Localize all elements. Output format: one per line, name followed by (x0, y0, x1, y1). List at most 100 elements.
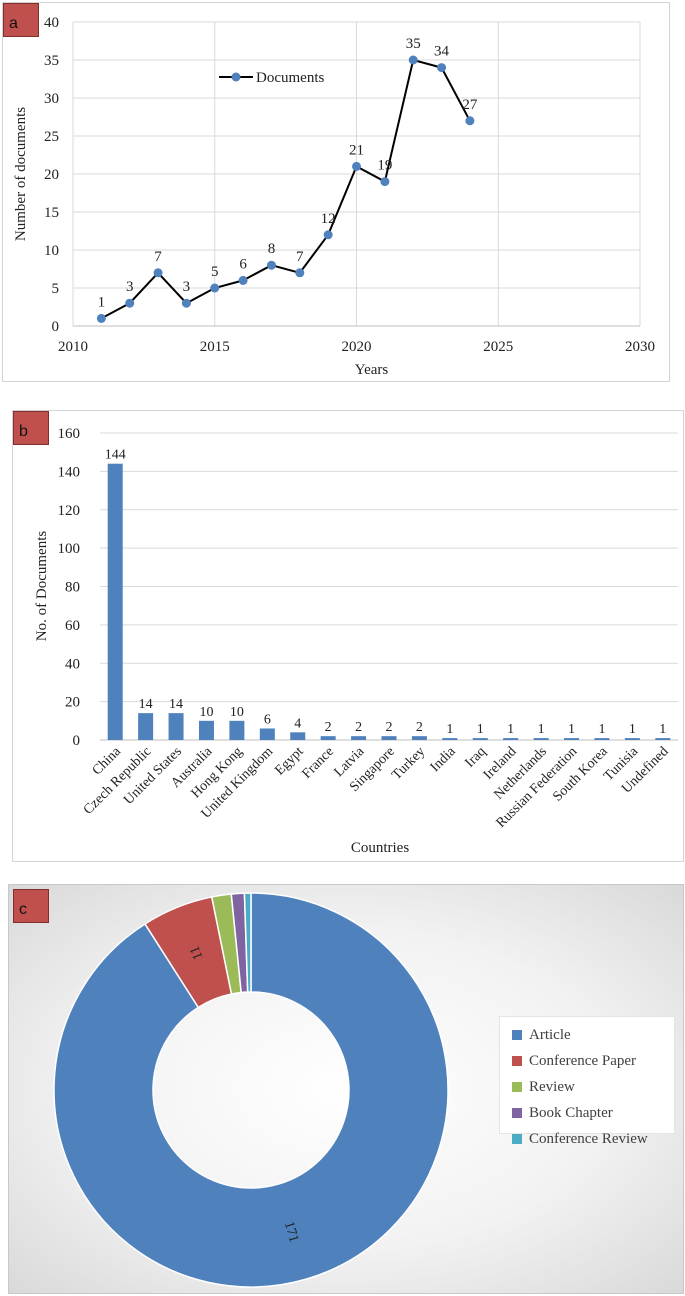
category-label: Turkey (389, 744, 428, 783)
y-tick-label: 60 (65, 618, 80, 634)
panel-b-bar-chart: 0 20 40 60 80 100 120 140 160 144 China 14 Czech Rep… (12, 410, 684, 862)
y-tick-label: 100 (58, 541, 81, 557)
y-tick-label: 20 (65, 695, 80, 711)
legend-item: Conference Review (512, 1126, 674, 1152)
slice-value-label: 11 (188, 944, 207, 962)
y-tick-label: 20 (44, 167, 59, 183)
bar (138, 713, 154, 740)
y-tick-label: 0 (52, 319, 60, 335)
data-point (210, 283, 220, 293)
data-point (266, 260, 276, 270)
bar-value-label: 144 (105, 448, 126, 463)
data-label: 7 (154, 249, 162, 265)
legend-item: Conference Paper (512, 1048, 674, 1074)
x-tick-label: 2030 (625, 339, 655, 355)
legend-label: Conference Review (529, 1130, 648, 1147)
data-label: 8 (268, 241, 276, 257)
bar-value-label: 4 (294, 716, 301, 731)
data-point (153, 268, 163, 278)
data-label: 35 (406, 36, 421, 52)
y-tick-label: 30 (44, 91, 59, 107)
y-tick-label: 35 (44, 53, 59, 69)
bar (229, 720, 245, 740)
category-label: India (428, 744, 460, 776)
bar (472, 738, 488, 740)
bar-value-label: 2 (386, 720, 393, 735)
legend-label: Review (529, 1078, 575, 1095)
data-label: 34 (434, 44, 450, 60)
legend-label: Article (529, 1026, 571, 1043)
y-tick-label: 120 (58, 503, 81, 519)
data-label: 5 (211, 264, 219, 280)
x-axis-label: Years (355, 362, 389, 378)
slice-value-label: 171 (281, 1220, 301, 1244)
bar-value-label: 1 (446, 722, 453, 737)
data-point (380, 177, 390, 187)
x-tick-label: 2025 (483, 339, 513, 355)
category-label: France (299, 744, 337, 782)
panel-b-tag: b (13, 411, 49, 445)
bar-value-label: 14 (139, 697, 153, 712)
data-point (323, 230, 333, 240)
bar-value-label: 1 (538, 722, 545, 737)
legend-label: Book Chapter (529, 1104, 613, 1121)
bar (533, 738, 549, 740)
data-point (437, 63, 447, 73)
panel-a-line-chart: 0 5 10 15 20 25 30 35 40 2010 2015 2020 2025 2030 Year… (2, 2, 670, 382)
bar (655, 738, 671, 740)
bar-value-label: 6 (264, 712, 271, 727)
legend-item: Article (512, 1022, 674, 1048)
bar (381, 736, 397, 740)
bar-value-label: 1 (659, 722, 666, 737)
bar-value-label: 2 (355, 720, 362, 735)
y-tick-label: 40 (65, 656, 80, 672)
bar (198, 720, 214, 740)
data-label: 6 (239, 256, 247, 272)
y-tick-label: 160 (58, 426, 81, 442)
data-label: 12 (321, 211, 336, 227)
bar (594, 738, 610, 740)
y-axis-label: No. of Documents (34, 531, 50, 642)
legend-swatch (512, 1134, 522, 1144)
y-tick-label: 15 (44, 205, 59, 221)
data-label: 1 (98, 294, 106, 310)
legend-item: Book Chapter (512, 1100, 674, 1126)
panel-a-tag: a (3, 3, 39, 37)
y-tick-label: 40 (44, 15, 59, 31)
y-axis-label: Number of documents (13, 107, 29, 241)
donut-slice (53, 892, 449, 1288)
legend-swatch (512, 1030, 522, 1040)
bar (259, 728, 275, 740)
legend-marker (231, 72, 241, 82)
data-label: 3 (183, 279, 191, 295)
y-tick-label: 25 (44, 129, 59, 145)
y-tick-label: 10 (44, 243, 59, 259)
x-tick-label: 2010 (58, 339, 88, 355)
bar-value-label: 10 (230, 705, 244, 720)
bar (624, 738, 640, 740)
data-point (465, 116, 475, 126)
data-point (238, 275, 248, 285)
bar-value-label: 1 (477, 722, 484, 737)
bar-value-label: 1 (568, 722, 575, 737)
panel-c-donut-chart: 171 11 c Article Conference Paper Review Boo… (8, 884, 684, 1294)
bar (503, 738, 519, 740)
data-label: 19 (377, 158, 392, 174)
data-point (181, 298, 191, 308)
data-label: 27 (462, 97, 478, 113)
x-axis-label: Countries (351, 840, 409, 856)
legend-label: Conference Paper (529, 1052, 637, 1069)
y-tick-label: 5 (52, 281, 60, 297)
donut-legend: Article Conference Paper Review Book Chapte… (499, 1016, 675, 1147)
data-point (295, 268, 305, 278)
bar-value-label: 1 (629, 722, 636, 737)
y-tick-label: 0 (73, 733, 81, 749)
x-tick-label: 2020 (342, 339, 372, 355)
panel-c-tag: c (13, 889, 49, 923)
bar (290, 732, 306, 740)
bar (564, 738, 580, 740)
data-point (96, 313, 106, 323)
data-label: 3 (126, 279, 134, 295)
